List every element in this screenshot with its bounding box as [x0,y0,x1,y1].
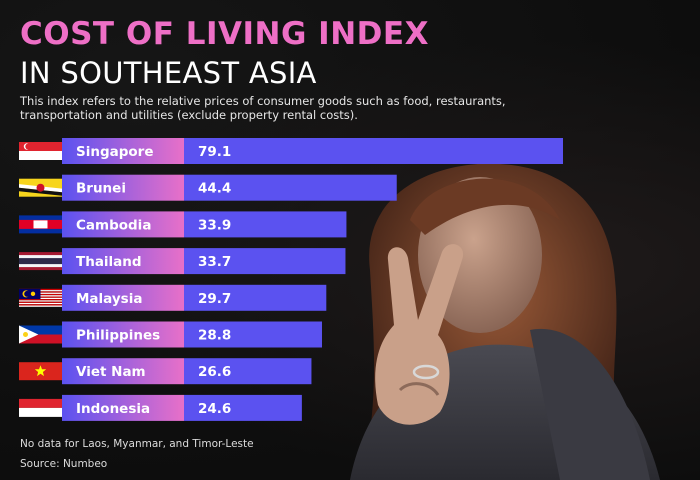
footnote: No data for Laos, Myanmar, and Timor-Les… [20,438,254,450]
subtitle: This index refers to the relative prices… [20,94,506,122]
source-note: Source: Numbeo [20,458,108,470]
title-line-1: COST OF LIVING INDEX [20,16,429,52]
person-peace-sign-photo [350,163,660,480]
title-line-2: IN SOUTHEAST ASIA [20,56,317,90]
